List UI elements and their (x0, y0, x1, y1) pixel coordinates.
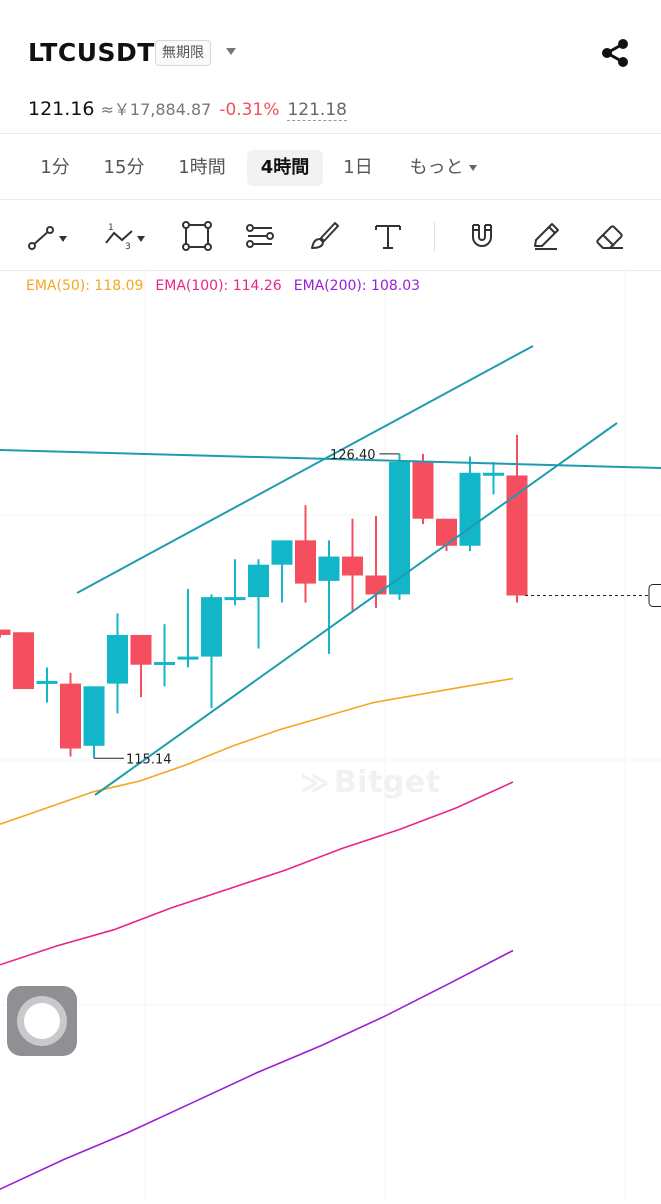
candle-body (506, 475, 528, 596)
divider (0, 133, 661, 134)
tab-1m[interactable]: 1分 (40, 157, 70, 178)
change-percent: -0.31% (219, 100, 280, 120)
tab-more-label: もっと (409, 157, 464, 178)
symbol-title[interactable]: LTCUSDT (28, 38, 155, 67)
share-icon[interactable] (598, 36, 632, 70)
candle-body (83, 686, 105, 746)
fiat-approx: ≈￥17,884.87 (100, 100, 212, 119)
candlestick-chart[interactable]: 126.40 115.14 (0, 270, 661, 1200)
chevron-down-icon[interactable] (226, 48, 236, 55)
ticker-header: LTCUSDT 無期限 121.16 ≈￥17,884.87 -0.31% 121.1… (0, 0, 661, 132)
tab-1d[interactable]: 1日 (343, 157, 373, 178)
chevron-down-icon (468, 165, 477, 171)
ema-legend: EMA(50): 118.09 EMA(100): 114.26 EMA(200):… (26, 278, 432, 294)
watermark-text: Bitget (333, 765, 441, 800)
brush-icon[interactable] (302, 216, 346, 256)
ema200-line (0, 949, 514, 1190)
line-icon[interactable] (24, 216, 68, 256)
ema50-label: EMA(50): 118.09 (26, 278, 144, 294)
ema100-line (0, 781, 514, 966)
candle-body (177, 656, 199, 660)
ema200-label: EMA(200): 108.03 (293, 278, 421, 294)
last-price-tag (648, 584, 661, 607)
candle-body (60, 683, 81, 749)
horizontal-trend-line (0, 449, 661, 469)
candle-body (342, 556, 363, 576)
candle-body (483, 472, 504, 476)
toolbar-separator (434, 222, 435, 252)
price-row: 121.16 ≈￥17,884.87 -0.31% 121.18 (28, 96, 347, 121)
ema50-line (0, 677, 514, 825)
channel-lower-line (94, 422, 618, 796)
tab-more[interactable]: もっと (398, 150, 488, 186)
pencil-icon[interactable] (523, 216, 567, 256)
candle-body (318, 556, 340, 581)
candle-body (436, 518, 457, 546)
tab-4h[interactable]: 4時間 (247, 150, 323, 186)
assistive-touch-button[interactable] (7, 986, 77, 1056)
candle-body (107, 634, 128, 684)
mark-price[interactable]: 121.18 (287, 100, 347, 121)
bitget-logo-icon: ≫ (300, 766, 330, 799)
divider (0, 270, 661, 271)
candle-body (389, 461, 410, 595)
high-label: 126.40 (330, 448, 376, 463)
candle-body (130, 634, 152, 665)
rectangle-icon[interactable] (176, 216, 220, 256)
divider (0, 199, 661, 200)
candle-body (365, 575, 387, 595)
svg-text:3: 3 (125, 242, 131, 252)
tab-1h[interactable]: 1時間 (178, 157, 226, 178)
candle-body (295, 540, 316, 584)
candle-body (459, 472, 481, 546)
text-icon[interactable] (366, 216, 410, 256)
magnet-icon[interactable] (460, 216, 504, 256)
candle-body (13, 632, 34, 690)
eraser-icon[interactable] (587, 216, 631, 256)
ema100-label: EMA(100): 114.26 (155, 278, 282, 294)
interval-tabs: 1分 15分 1時間 4時間 1日 もっと (0, 140, 661, 196)
last-price: 121.16 (28, 98, 95, 120)
channel-upper-line (76, 345, 534, 594)
watermark-bitget: ≫ Bitget (300, 765, 440, 800)
candle-body (201, 597, 222, 657)
assistive-touch-center (24, 1003, 60, 1039)
svg-text:1: 1 (108, 223, 114, 233)
candle-body (248, 564, 269, 598)
low-label: 115.14 (126, 752, 172, 767)
price-chart[interactable]: 126.40 115.14 (0, 270, 661, 1200)
candle-body (0, 629, 11, 635)
fib-icon[interactable] (238, 216, 282, 256)
candle-body (412, 461, 434, 519)
tab-15m[interactable]: 15分 (103, 157, 145, 178)
candle-body (154, 662, 175, 666)
candle-body (271, 540, 293, 565)
contract-type-badge: 無期限 (155, 40, 211, 66)
candle-body (224, 597, 246, 601)
candle-body (36, 680, 58, 684)
